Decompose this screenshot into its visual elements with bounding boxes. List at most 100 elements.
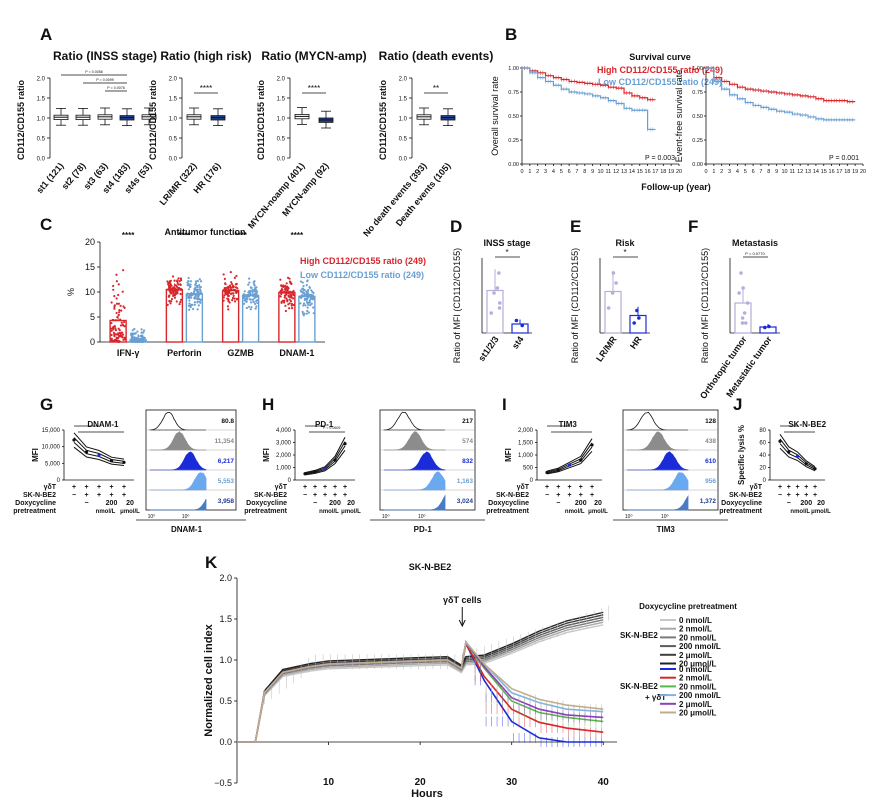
data-point: [289, 300, 293, 303]
data-point: [299, 302, 302, 305]
data-point: [556, 468, 560, 472]
data-point: [174, 284, 177, 287]
x-tick-label: 3: [728, 169, 731, 175]
data-point: [253, 280, 256, 283]
data-point: [196, 291, 199, 294]
x-tick-label: 40: [598, 777, 610, 788]
data-point: [115, 336, 119, 339]
data-point: [301, 291, 304, 294]
sig-stars: ****: [291, 231, 304, 240]
data-point: [197, 295, 200, 298]
data-point: [283, 299, 286, 302]
legend-entry: 200 nmol/L: [679, 642, 721, 651]
y-tick-label: 1.00: [508, 66, 519, 72]
data-point: [170, 297, 174, 301]
data-point: [299, 280, 303, 283]
x-tick-label: 9: [775, 169, 778, 175]
flow-histogram: [384, 471, 446, 491]
data-point: [176, 286, 179, 289]
condition-sign: 200: [329, 500, 341, 507]
condition-sign: −: [72, 492, 76, 499]
condition-sign: −: [84, 500, 88, 507]
condition-unit: μmol/L: [588, 509, 608, 515]
condition-sign: +: [579, 492, 583, 499]
condition-label: γδT: [750, 484, 763, 491]
data-point: [767, 324, 771, 329]
panel-letter-F: F: [688, 217, 698, 236]
y-tick-label: 1.0: [37, 117, 46, 123]
flow-histogram: [150, 451, 207, 471]
data-point: [117, 327, 120, 330]
y-tick-label: 0: [763, 478, 767, 484]
x-tick-label: 18: [660, 169, 666, 175]
y-axis-label: Ratio of MFI (CD112/CD155): [570, 248, 580, 363]
data-point: [312, 291, 315, 295]
data-point: [114, 329, 118, 332]
data-point: [229, 270, 232, 274]
y-tick-label: 4,000: [276, 428, 292, 434]
x-tick-label: 3: [544, 169, 547, 175]
x-tick-label: 30: [506, 777, 518, 788]
data-point: [226, 305, 230, 308]
data-point: [253, 284, 256, 287]
data-point: [187, 276, 190, 280]
data-point: [199, 280, 203, 283]
x-tick-label: 20: [415, 777, 427, 788]
data-point: [173, 293, 177, 296]
data-point: [227, 294, 230, 297]
box-title: Ratio (MYCN-amp): [261, 49, 366, 63]
flow-histogram: [626, 411, 688, 431]
data-point: [141, 335, 144, 338]
panel-letter-A: A: [40, 25, 52, 44]
x-tick-label: 15: [637, 169, 643, 175]
control-curve: [237, 621, 604, 743]
data-point: [545, 470, 549, 475]
mfi-value: 5,553: [218, 478, 235, 485]
x-tick-label: 13: [621, 169, 627, 175]
data-point: [172, 289, 176, 293]
data-point: [236, 287, 239, 290]
data-point: [590, 443, 594, 447]
data-point: [304, 294, 307, 297]
condition-sign: +: [97, 492, 101, 499]
mfi-value: 574: [462, 438, 473, 445]
y-tick-label: 2.0: [219, 573, 232, 583]
data-point: [309, 304, 312, 307]
data-point: [233, 300, 237, 303]
data-point: [255, 290, 259, 293]
replicate-line: [546, 450, 593, 475]
sig-stars: ****: [200, 84, 212, 93]
chart-title: INSS stage: [483, 238, 530, 248]
data-point: [175, 300, 178, 303]
condition-sign: +: [323, 492, 327, 499]
p-value: P = 0.003: [645, 155, 675, 162]
x-axis-label: Hours: [411, 788, 443, 797]
panel-letter-I: I: [502, 395, 507, 414]
x-tick-label: 5: [560, 169, 563, 175]
x-tick-label: 4: [736, 169, 739, 175]
data-point: [123, 338, 126, 341]
data-point: [309, 297, 312, 300]
flow-histogram: [383, 411, 445, 431]
data-point: [231, 284, 235, 287]
condition-sign: +: [795, 492, 799, 499]
y-tick-label: 2.0: [169, 77, 178, 83]
mfi-value: 3,958: [218, 498, 235, 505]
y-tick-label: 1.00: [692, 66, 703, 72]
condition-sign: +: [778, 484, 782, 491]
data-point: [254, 287, 257, 290]
data-point: [308, 299, 311, 302]
data-point: [739, 271, 743, 275]
replicate-line: [546, 438, 593, 472]
data-point: [254, 307, 257, 310]
data-point: [632, 321, 636, 325]
mfi-value: 1,372: [700, 498, 717, 505]
chart-title: SK-N-BE2: [409, 562, 452, 572]
data-point: [198, 284, 201, 287]
condition-sign: +: [122, 484, 126, 491]
mfi-value: 217: [462, 418, 473, 425]
x-tick-label: 10: [597, 169, 603, 175]
data-point: [140, 331, 143, 334]
data-point: [110, 333, 113, 337]
annotation: γδT cells: [443, 595, 481, 605]
